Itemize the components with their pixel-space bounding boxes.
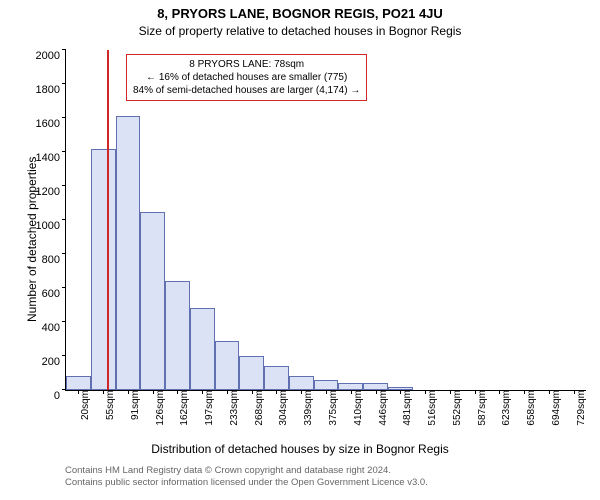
x-tick-mark — [400, 390, 401, 394]
x-tick-mark — [128, 390, 129, 394]
histogram-bar — [215, 341, 240, 390]
x-tick-label: 197sqm — [202, 390, 215, 430]
attribution-line: Contains public sector information licen… — [65, 477, 428, 489]
x-tick-label: 658sqm — [524, 390, 537, 430]
y-tick-mark — [62, 355, 66, 356]
x-tick-label: 126sqm — [153, 390, 166, 430]
y-tick-label: 1200 — [36, 186, 66, 198]
x-tick-mark — [549, 390, 550, 394]
y-tick-label: 200 — [42, 356, 66, 368]
x-tick-mark — [227, 390, 228, 394]
x-tick-label: 623sqm — [499, 390, 512, 430]
annotation-box: 8 PRYORS LANE: 78sqm← 16% of detached ho… — [126, 54, 367, 101]
x-tick-mark — [78, 390, 79, 394]
x-tick-label: 268sqm — [252, 390, 265, 430]
histogram-bar — [264, 366, 289, 390]
x-axis-label: Distribution of detached houses by size … — [0, 442, 600, 456]
histogram-bar — [363, 383, 388, 390]
x-tick-mark — [326, 390, 327, 394]
y-tick-mark — [62, 253, 66, 254]
y-tick-mark — [62, 83, 66, 84]
x-tick-mark — [351, 390, 352, 394]
histogram-bar — [116, 116, 141, 390]
y-tick-label: 1000 — [36, 220, 66, 232]
x-tick-mark — [425, 390, 426, 394]
y-tick-mark — [62, 49, 66, 50]
attribution-line: Contains HM Land Registry data © Crown c… — [65, 465, 428, 477]
y-tick-mark — [62, 219, 66, 220]
x-tick-label: 552sqm — [450, 390, 463, 430]
x-tick-mark — [202, 390, 203, 394]
x-tick-mark — [301, 390, 302, 394]
x-tick-label: 91sqm — [128, 390, 141, 430]
histogram-bar — [314, 380, 339, 390]
x-tick-mark — [276, 390, 277, 394]
histogram-bar — [338, 383, 363, 390]
y-tick-mark — [62, 151, 66, 152]
x-tick-label: 304sqm — [276, 390, 289, 430]
y-tick-mark — [62, 117, 66, 118]
x-tick-mark — [177, 390, 178, 394]
histogram-bar — [91, 149, 116, 390]
histogram-bar — [66, 376, 91, 390]
x-tick-mark — [103, 390, 104, 394]
x-tick-mark — [376, 390, 377, 394]
x-tick-mark — [574, 390, 575, 394]
y-tick-label: 1400 — [36, 152, 66, 164]
x-tick-label: 162sqm — [177, 390, 190, 430]
x-tick-mark — [450, 390, 451, 394]
x-tick-mark — [499, 390, 500, 394]
chart-title-sub: Size of property relative to detached ho… — [0, 24, 600, 38]
histogram-bar — [140, 212, 165, 391]
y-tick-label: 2000 — [36, 50, 66, 62]
x-tick-mark — [153, 390, 154, 394]
attribution-text: Contains HM Land Registry data © Crown c… — [65, 465, 428, 490]
histogram-bar — [165, 281, 190, 390]
x-tick-label: 481sqm — [400, 390, 413, 430]
y-tick-label: 800 — [42, 254, 66, 266]
x-tick-label: 516sqm — [425, 390, 438, 430]
y-tick-label: 600 — [42, 288, 66, 300]
annotation-line: 8 PRYORS LANE: 78sqm — [133, 58, 360, 71]
y-tick-label: 1800 — [36, 84, 66, 96]
x-tick-mark — [475, 390, 476, 394]
annotation-line: ← 16% of detached houses are smaller (77… — [133, 71, 360, 84]
x-tick-label: 729sqm — [574, 390, 587, 430]
x-tick-label: 694sqm — [549, 390, 562, 430]
y-tick-mark — [62, 321, 66, 322]
annotation-line: 84% of semi-detached houses are larger (… — [133, 84, 360, 97]
y-tick-mark — [62, 287, 66, 288]
chart-title-main: 8, PRYORS LANE, BOGNOR REGIS, PO21 4JU — [0, 6, 600, 21]
plot-area: 020040060080010001200140016001800200020s… — [65, 50, 586, 391]
histogram-bar — [239, 356, 264, 390]
x-tick-label: 339sqm — [301, 390, 314, 430]
chart-container: 8, PRYORS LANE, BOGNOR REGIS, PO21 4JU S… — [0, 0, 600, 500]
x-tick-mark — [252, 390, 253, 394]
x-tick-mark — [524, 390, 525, 394]
y-tick-mark — [62, 185, 66, 186]
property-marker-line — [107, 50, 109, 390]
x-tick-label: 375sqm — [326, 390, 339, 430]
histogram-bar — [190, 308, 215, 390]
histogram-bar — [289, 376, 314, 390]
x-tick-label: 410sqm — [351, 390, 364, 430]
x-tick-label: 587sqm — [475, 390, 488, 430]
x-tick-label: 446sqm — [376, 390, 389, 430]
x-tick-label: 233sqm — [227, 390, 240, 430]
y-tick-label: 400 — [42, 322, 66, 334]
y-tick-label: 0 — [54, 390, 66, 402]
x-tick-label: 55sqm — [103, 390, 116, 430]
x-tick-label: 20sqm — [78, 390, 91, 430]
y-tick-label: 1600 — [36, 118, 66, 130]
